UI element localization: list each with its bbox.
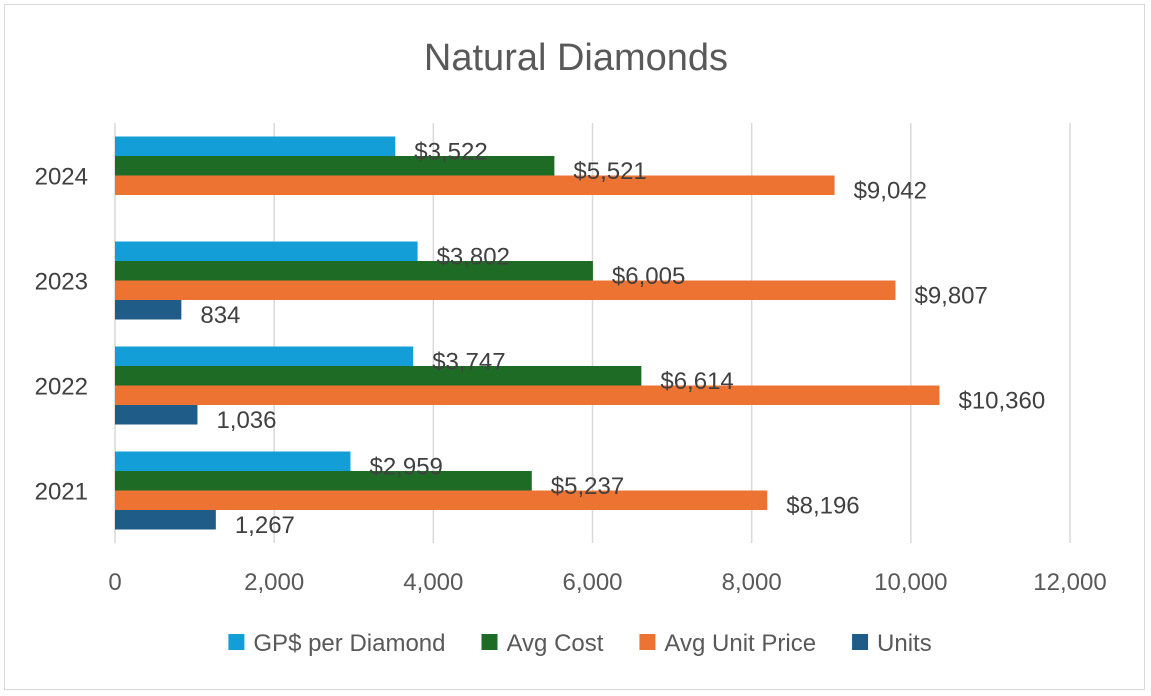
bar-gp-per-diamond-2021 [115, 451, 351, 471]
bar-avg-unit-price-2023 [115, 280, 896, 300]
x-tick-label: 8,000 [722, 569, 782, 596]
bar-avg-cost-2022 [115, 366, 642, 386]
data-label: $8,196 [786, 492, 859, 519]
legend-swatch-avg-cost [481, 634, 498, 650]
bar-gp-per-diamond-2023 [115, 241, 418, 261]
x-tick-label: 10,000 [874, 569, 947, 596]
data-label: $6,005 [612, 263, 685, 290]
axis-labels: 0 2,000 4,000 6,000 8,000 10,000 12,000 2021 202… [35, 164, 1107, 597]
bar-units-2021 [115, 510, 216, 530]
category-label-2022: 2022 [35, 374, 88, 401]
category-label-2024: 2024 [35, 164, 88, 191]
data-label: $3,522 [414, 138, 487, 165]
bar-avg-cost-2023 [115, 261, 593, 281]
chart-title: Natural Diamonds [424, 37, 728, 79]
bar-gp-per-diamond-2024 [115, 136, 396, 156]
x-tick-label: 6,000 [562, 569, 622, 596]
legend: GP$ per Diamond Avg Cost Avg Unit Price Uni… [228, 630, 932, 657]
bar-gp-per-diamond-2022 [115, 346, 414, 366]
x-tick-label: 2,000 [244, 569, 304, 596]
data-labels: 1,267 $8,196 $5,237 $2,959 1,036 $10,360 $6,61… [200, 138, 1045, 539]
data-label: 1,267 [235, 512, 295, 539]
data-label: 1,036 [216, 407, 276, 434]
data-label: $3,747 [432, 348, 505, 375]
bar-units-2023 [115, 300, 182, 320]
data-label: $6,614 [660, 368, 733, 395]
x-tick-label: 12,000 [1033, 569, 1106, 596]
bar-avg-cost-2021 [115, 471, 532, 491]
data-label: $3,802 [437, 243, 510, 270]
data-label: $9,807 [914, 282, 987, 309]
legend-swatch-gp-per-diamond [228, 634, 245, 650]
x-tick-label: 0 [108, 569, 121, 596]
x-tick-label: 4,000 [403, 569, 463, 596]
bars [115, 136, 940, 530]
bar-avg-unit-price-2024 [115, 175, 835, 195]
bar-units-2022 [115, 405, 198, 425]
legend-label: GP$ per Diamond [253, 630, 445, 657]
bar-avg-cost-2024 [115, 156, 555, 176]
legend-label: Avg Unit Price [664, 630, 816, 657]
legend-label: Units [877, 630, 932, 657]
category-label-2023: 2023 [35, 269, 88, 296]
data-label: $9,042 [854, 177, 927, 204]
data-label: $10,360 [958, 387, 1045, 414]
legend-swatch-units [852, 634, 869, 650]
legend-label: Avg Cost [506, 630, 603, 657]
data-label: 834 [200, 302, 240, 329]
bar-avg-unit-price-2022 [115, 385, 940, 405]
legend-swatch-avg-unit-price [639, 634, 656, 650]
data-label: $5,521 [573, 158, 646, 185]
data-label: $5,237 [551, 473, 624, 500]
category-label-2021: 2021 [35, 479, 88, 506]
bar-avg-unit-price-2021 [115, 490, 768, 510]
data-label: $2,959 [369, 453, 442, 480]
